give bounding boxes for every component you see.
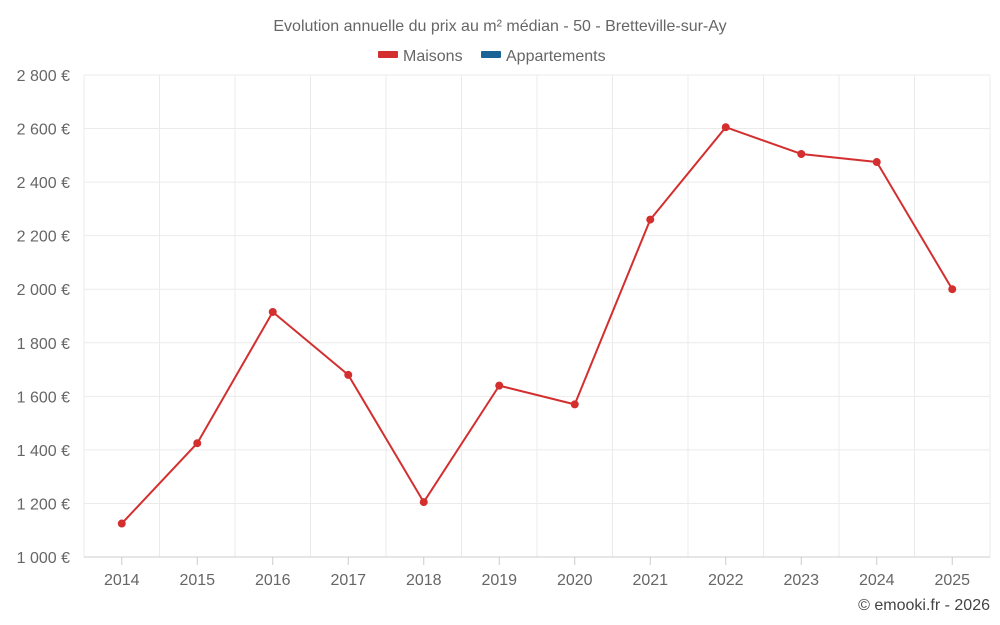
x-tick-label: 2016 (255, 572, 291, 589)
credit-text: © emooki.fr - 2026 (858, 597, 990, 614)
x-tick-label: 2020 (557, 572, 593, 589)
legend-item-maisons[interactable]: Maisons (378, 48, 463, 65)
x-axis: 2014 2015 2016 2017 2018 2019 2020 2021 2022 2023… (84, 556, 990, 589)
x-tick-label: 2021 (632, 572, 668, 589)
y-tick-label: 1 600 € (17, 389, 70, 406)
y-tick-label: 1 000 € (17, 550, 70, 567)
data-point-maisons-2021[interactable] (646, 215, 655, 224)
grid (83, 74, 991, 557)
x-tick-label: 2015 (179, 572, 215, 589)
legend-label-maisons: Maisons (403, 48, 463, 65)
x-tick-label: 2025 (934, 572, 970, 589)
y-tick-label: 2 800 € (17, 68, 70, 85)
data-point-maisons-2019[interactable] (495, 381, 504, 390)
y-tick-label: 1 400 € (17, 443, 70, 460)
y-tick-label: 2 200 € (17, 229, 70, 246)
x-tick-label: 2024 (859, 572, 895, 589)
data-point-maisons-2017[interactable] (344, 370, 353, 379)
data-point-maisons-2015[interactable] (193, 439, 202, 448)
x-tick-label: 2022 (708, 572, 744, 589)
series-layer (117, 123, 957, 528)
data-point-maisons-2020[interactable] (570, 400, 579, 409)
legend-swatch-appartements (481, 51, 501, 58)
legend-label-appartements: Appartements (506, 48, 606, 65)
data-point-maisons-2023[interactable] (797, 149, 806, 158)
data-point-maisons-2025[interactable] (948, 285, 957, 294)
chart-title: Evolution annuelle du prix au m² médian … (273, 18, 726, 35)
data-point-maisons-2018[interactable] (419, 498, 428, 507)
y-tick-label: 2 600 € (17, 122, 70, 139)
legend: Maisons Appartements (378, 48, 606, 65)
x-tick-label: 2017 (330, 572, 366, 589)
y-tick-label: 1 200 € (17, 496, 70, 513)
x-tick-label: 2014 (104, 572, 140, 589)
data-point-maisons-2024[interactable] (872, 158, 881, 167)
legend-item-appartements[interactable]: Appartements (481, 48, 606, 65)
y-tick-label: 2 000 € (17, 282, 70, 299)
y-tick-label: 1 800 € (17, 336, 70, 353)
y-axis: 1 000 € 1 200 € 1 400 € 1 600 € 1 800 € 2 000… (17, 68, 70, 567)
x-tick-label: 2018 (406, 572, 442, 589)
data-point-maisons-2016[interactable] (268, 307, 277, 316)
x-tick-label: 2023 (783, 572, 819, 589)
series-line-maisons (121, 126, 954, 525)
x-tick-label: 2019 (481, 572, 517, 589)
legend-swatch-maisons (378, 51, 398, 58)
data-point-maisons-2022[interactable] (721, 123, 730, 132)
data-point-maisons-2014[interactable] (117, 519, 126, 528)
y-tick-label: 2 400 € (17, 175, 70, 192)
